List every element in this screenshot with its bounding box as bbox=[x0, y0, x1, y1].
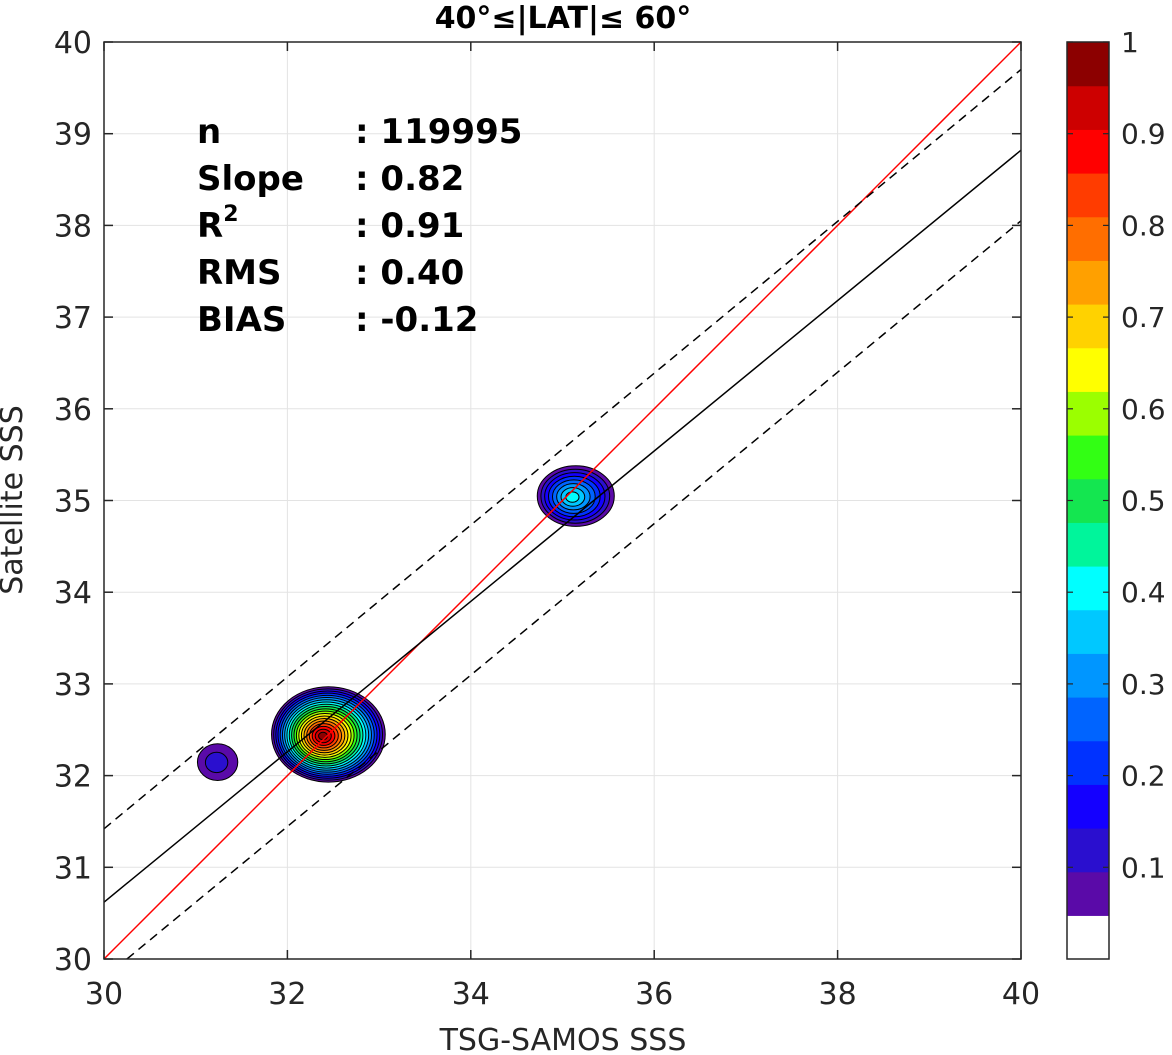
x-tick-label: 34 bbox=[452, 977, 490, 1012]
stat-row: n : 119995 bbox=[197, 112, 522, 152]
density-cluster bbox=[196, 743, 239, 781]
stat-value: : -0.12 bbox=[355, 300, 478, 340]
colorbar-segment bbox=[1067, 522, 1109, 567]
contour-level bbox=[565, 491, 580, 503]
y-tick-label: 34 bbox=[54, 576, 92, 611]
chart-title: 40°≤|LAT|≤ 60° bbox=[435, 1, 692, 36]
stat-row: BIAS : -0.12 bbox=[197, 300, 478, 340]
x-tick-label: 40 bbox=[1002, 977, 1040, 1012]
colorbar-segment bbox=[1067, 216, 1109, 261]
x-tick-label: 32 bbox=[268, 977, 306, 1012]
colorbar-segment bbox=[1067, 609, 1109, 654]
colorbar-segment bbox=[1067, 740, 1109, 785]
stat-row: R2 : 0.91 bbox=[197, 202, 464, 246]
stat-value: : 119995 bbox=[355, 112, 522, 152]
stat-label: n bbox=[197, 112, 221, 152]
colorbar-tick-label: 0.4 bbox=[1121, 576, 1166, 609]
colorbar-segment bbox=[1067, 566, 1109, 611]
y-tick-label: 38 bbox=[54, 209, 92, 244]
colorbar-tick-label: 0.8 bbox=[1121, 209, 1166, 242]
colorbar-tick-label: 0.3 bbox=[1121, 668, 1166, 701]
y-axis-label: Satellite SSS bbox=[0, 405, 30, 595]
axis-ticks: 30 32 34 36 38 40 30 31 32 33 34 35 36 37 38 39 40 bbox=[54, 26, 1040, 1012]
colorbar-tick-label: 1 bbox=[1121, 26, 1139, 59]
colorbar-tick-label: 0.6 bbox=[1121, 393, 1166, 426]
lower-bound-line bbox=[126, 220, 1022, 960]
colorbar-segment bbox=[1067, 304, 1109, 349]
reference-lines bbox=[103, 41, 1022, 960]
y-tick-label: 32 bbox=[54, 760, 92, 795]
colorbar: 0.1 0.2 0.3 0.4 0.5 0.6 0.7 0.8 0.9 1 bbox=[1066, 26, 1166, 960]
colorbar-segment bbox=[1067, 391, 1109, 436]
upper-bound-line bbox=[103, 68, 1022, 830]
density-contours bbox=[196, 465, 615, 783]
colorbar-segment bbox=[1067, 784, 1109, 829]
stat-row: Slope : 0.82 bbox=[197, 159, 464, 199]
x-axis-label: TSG-SAMOS SSS bbox=[439, 1023, 687, 1055]
stat-value: : 0.91 bbox=[355, 206, 464, 246]
y-tick-label: 37 bbox=[54, 301, 92, 336]
y-tick-label: 30 bbox=[54, 943, 92, 978]
colorbar-tick-label: 0.1 bbox=[1121, 851, 1166, 884]
y-tick-label: 35 bbox=[54, 485, 92, 520]
y-tick-label: 31 bbox=[54, 851, 92, 886]
stat-label: Slope bbox=[197, 159, 304, 199]
stats-annotation: n : 119995 Slope : 0.82 R2 : 0.91 RMS : 0.40 BIA… bbox=[197, 112, 522, 340]
one-to-one-line bbox=[103, 41, 1022, 960]
colorbar-tick-label: 0.5 bbox=[1121, 485, 1166, 518]
y-tick-label: 40 bbox=[54, 26, 92, 61]
colorbar-tick-label: 0.9 bbox=[1121, 118, 1166, 151]
contour-level bbox=[204, 751, 229, 774]
stat-row: RMS : 0.40 bbox=[197, 253, 464, 293]
colorbar-segment bbox=[1067, 260, 1109, 305]
colorbar-segment bbox=[1067, 697, 1109, 742]
stat-label: BIAS bbox=[197, 300, 286, 340]
colorbar-segment bbox=[1067, 129, 1109, 174]
x-tick-label: 38 bbox=[819, 977, 857, 1012]
colorbar-segment bbox=[1067, 653, 1109, 698]
stat-value: : 0.82 bbox=[355, 159, 464, 199]
y-tick-label: 39 bbox=[54, 118, 92, 153]
colorbar-segment bbox=[1067, 915, 1109, 960]
y-tick-label: 33 bbox=[54, 668, 92, 703]
colorbar-segment bbox=[1067, 478, 1109, 523]
stat-label: R2 bbox=[197, 202, 239, 246]
stat-superscript: 2 bbox=[223, 202, 238, 227]
colorbar-segment bbox=[1067, 42, 1109, 87]
colorbar-segment bbox=[1067, 173, 1109, 218]
colorbar-segment bbox=[1067, 828, 1109, 873]
stat-label: RMS bbox=[197, 253, 282, 293]
colorbar-segment bbox=[1067, 347, 1109, 392]
x-tick-label: 36 bbox=[635, 977, 673, 1012]
density-cluster bbox=[536, 465, 615, 527]
y-tick-label: 36 bbox=[54, 393, 92, 428]
regression-fit-line bbox=[103, 149, 1022, 903]
colorbar-tick-label: 0.7 bbox=[1121, 301, 1166, 334]
colorbar-segment bbox=[1067, 435, 1109, 480]
colorbar-segment bbox=[1067, 85, 1109, 130]
colorbar-segment bbox=[1067, 871, 1109, 916]
colorbar-tick-label: 0.2 bbox=[1121, 760, 1166, 793]
stat-value: : 0.40 bbox=[355, 253, 464, 293]
x-tick-label: 30 bbox=[85, 977, 123, 1012]
